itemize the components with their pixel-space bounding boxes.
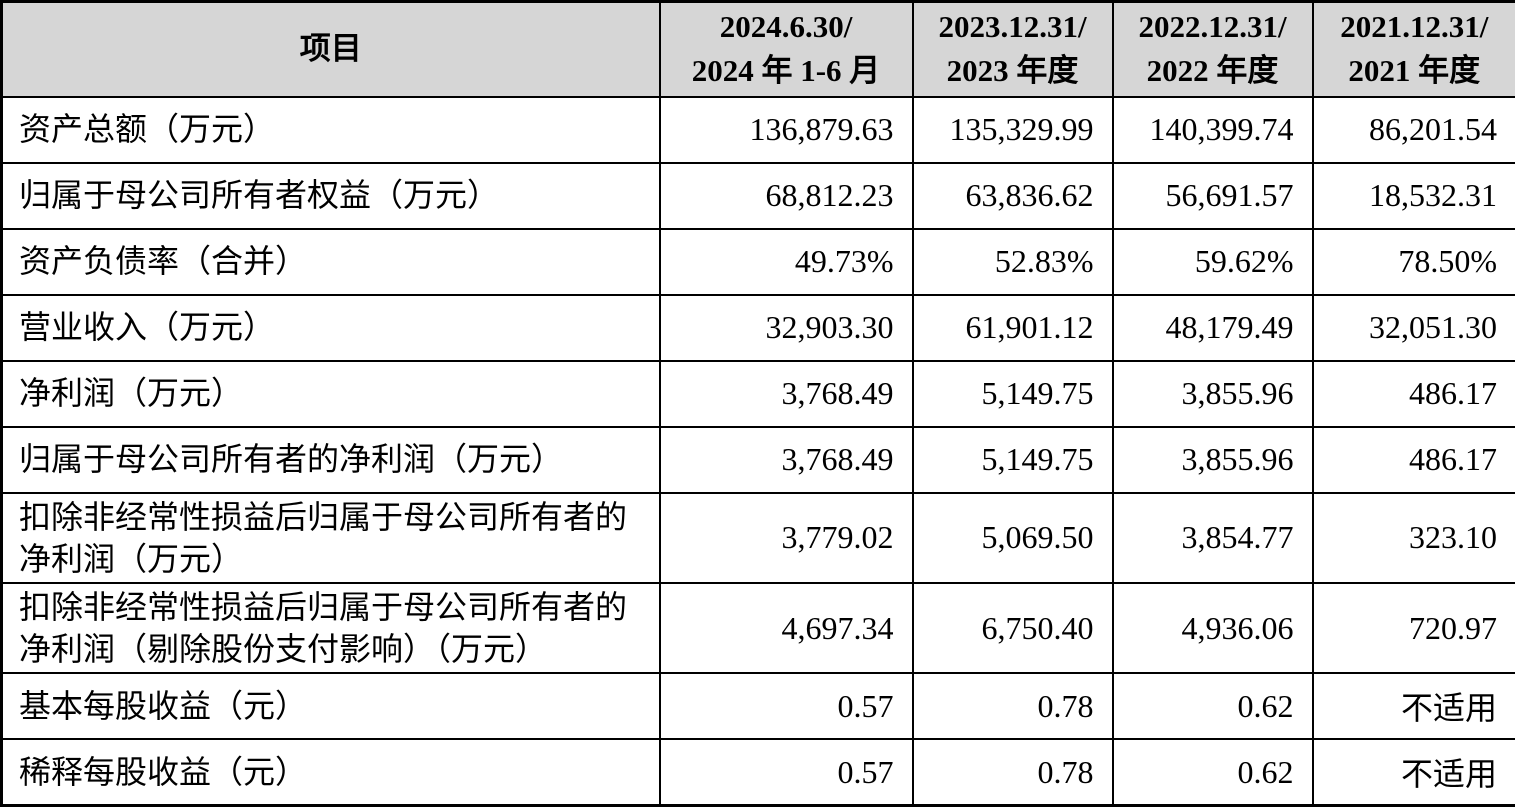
table-row: 净利润（万元） 3,768.49 5,149.75 3,855.96 486.1…: [2, 361, 1515, 427]
value-cell: 59.62%: [1113, 229, 1313, 295]
value-cell: 0.62: [1113, 739, 1313, 805]
table-row: 归属于母公司所有者的净利润（万元） 3,768.49 5,149.75 3,85…: [2, 427, 1515, 493]
value-cell: 486.17: [1313, 427, 1515, 493]
table-row: 营业收入（万元） 32,903.30 61,901.12 48,179.49 3…: [2, 295, 1515, 361]
header-period-2023: 2023.12.31/ 2023 年度: [913, 2, 1113, 97]
value-cell: 140,399.74: [1113, 97, 1313, 163]
row-label: 扣除非经常性损益后归属于母公司所有者的净利润（万元）: [2, 493, 660, 583]
header-period-line1: 2022.12.31/: [1118, 5, 1308, 49]
value-cell: 3,768.49: [660, 361, 913, 427]
row-label: 营业收入（万元）: [2, 295, 660, 361]
value-cell: 3,854.77: [1113, 493, 1313, 583]
value-cell: 5,149.75: [913, 361, 1113, 427]
value-cell: 4,936.06: [1113, 583, 1313, 673]
row-label: 资产总额（万元）: [2, 97, 660, 163]
header-period-line2: 2022 年度: [1118, 49, 1308, 93]
table-row: 资产总额（万元） 136,879.63 135,329.99 140,399.7…: [2, 97, 1515, 163]
value-cell: 0.57: [660, 739, 913, 805]
table-row: 资产负债率（合并） 49.73% 52.83% 59.62% 78.50%: [2, 229, 1515, 295]
value-cell: 18,532.31: [1313, 163, 1515, 229]
row-label: 归属于母公司所有者权益（万元）: [2, 163, 660, 229]
value-cell: 32,903.30: [660, 295, 913, 361]
value-cell: 68,812.23: [660, 163, 913, 229]
value-cell: 5,069.50: [913, 493, 1113, 583]
header-period-line1: 2023.12.31/: [918, 5, 1108, 49]
value-cell: 0.57: [660, 673, 913, 739]
header-row: 项目 2024.6.30/ 2024 年 1-6 月 2023.12.31/ 2…: [2, 2, 1515, 97]
value-cell: 32,051.30: [1313, 295, 1515, 361]
value-cell: 56,691.57: [1113, 163, 1313, 229]
value-cell: 323.10: [1313, 493, 1515, 583]
value-cell: 136,879.63: [660, 97, 913, 163]
header-period-line2: 2021 年度: [1318, 49, 1512, 93]
table-row: 基本每股收益（元） 0.57 0.78 0.62 不适用: [2, 673, 1515, 739]
value-cell: 3,855.96: [1113, 361, 1313, 427]
value-cell: 135,329.99: [913, 97, 1113, 163]
value-cell: 4,697.34: [660, 583, 913, 673]
value-cell: 0.62: [1113, 673, 1313, 739]
table-row: 归属于母公司所有者权益（万元） 68,812.23 63,836.62 56,6…: [2, 163, 1515, 229]
value-cell: 78.50%: [1313, 229, 1515, 295]
value-cell: 0.78: [913, 673, 1113, 739]
value-cell: 不适用: [1313, 739, 1515, 805]
value-cell: 61,901.12: [913, 295, 1113, 361]
value-cell: 3,768.49: [660, 427, 913, 493]
table-row: 稀释每股收益（元） 0.57 0.78 0.62 不适用: [2, 739, 1515, 805]
table-row: 扣除非经常性损益后归属于母公司所有者的净利润（剔除股份支付影响）（万元） 4,6…: [2, 583, 1515, 673]
value-cell: 486.17: [1313, 361, 1515, 427]
value-cell: 5,149.75: [913, 427, 1113, 493]
value-cell: 49.73%: [660, 229, 913, 295]
row-label: 归属于母公司所有者的净利润（万元）: [2, 427, 660, 493]
row-label: 稀释每股收益（元）: [2, 739, 660, 805]
row-label: 资产负债率（合并）: [2, 229, 660, 295]
value-cell: 3,855.96: [1113, 427, 1313, 493]
header-period-line1: 2021.12.31/: [1318, 5, 1512, 49]
value-cell: 86,201.54: [1313, 97, 1515, 163]
header-period-line2: 2023 年度: [918, 49, 1108, 93]
row-label: 基本每股收益（元）: [2, 673, 660, 739]
header-period-2022: 2022.12.31/ 2022 年度: [1113, 2, 1313, 97]
value-cell: 52.83%: [913, 229, 1113, 295]
value-cell: 不适用: [1313, 673, 1515, 739]
table-row: 扣除非经常性损益后归属于母公司所有者的净利润（万元） 3,779.02 5,06…: [2, 493, 1515, 583]
value-cell: 63,836.62: [913, 163, 1113, 229]
value-cell: 0.78: [913, 739, 1113, 805]
header-period-2021: 2021.12.31/ 2021 年度: [1313, 2, 1515, 97]
value-cell: 720.97: [1313, 583, 1515, 673]
header-item-label: 项目: [300, 31, 362, 66]
value-cell: 3,779.02: [660, 493, 913, 583]
header-period-line2: 2024 年 1-6 月: [665, 49, 908, 93]
header-period-2024: 2024.6.30/ 2024 年 1-6 月: [660, 2, 913, 97]
value-cell: 6,750.40: [913, 583, 1113, 673]
header-item: 项目: [2, 2, 660, 97]
header-period-line1: 2024.6.30/: [665, 5, 908, 49]
row-label: 扣除非经常性损益后归属于母公司所有者的净利润（剔除股份支付影响）（万元）: [2, 583, 660, 673]
value-cell: 48,179.49: [1113, 295, 1313, 361]
row-label: 净利润（万元）: [2, 361, 660, 427]
